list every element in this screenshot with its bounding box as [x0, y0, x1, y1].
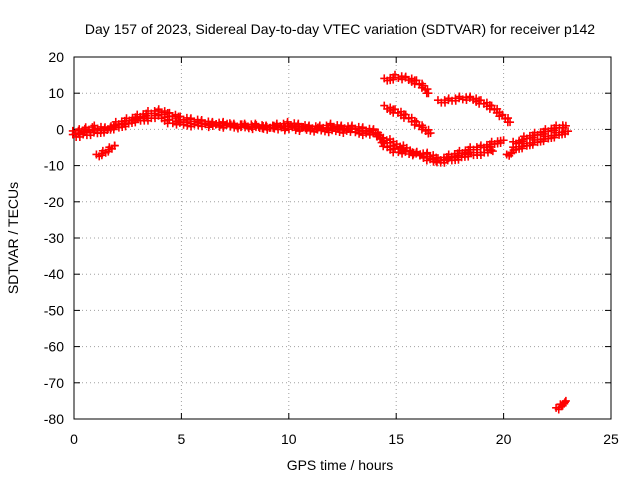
- x-tick-label: 5: [178, 431, 186, 447]
- y-tick-label: -50: [44, 302, 64, 318]
- y-tick-label: -30: [44, 230, 64, 246]
- x-axis: 0 5 10 15 20 25: [70, 57, 619, 447]
- x-tick-label: 10: [281, 431, 297, 447]
- y-tick-label: -60: [44, 339, 64, 355]
- data-marks: [68, 70, 573, 414]
- data-point: [550, 126, 559, 135]
- data-point: [528, 140, 537, 149]
- data-point: [110, 141, 119, 150]
- y-axis-label: SDTVAR / TECUs: [5, 182, 21, 294]
- data-point: [561, 121, 570, 130]
- data-point: [499, 136, 508, 145]
- x-axis-label: GPS time / hours: [287, 457, 394, 473]
- data-point: [426, 129, 435, 138]
- data-point: [518, 144, 527, 153]
- data-point: [539, 137, 548, 146]
- data-point: [412, 76, 421, 85]
- y-tick-label: -80: [44, 411, 64, 427]
- y-tick-label: -20: [44, 194, 64, 210]
- data-point: [561, 396, 570, 405]
- x-tick-label: 20: [496, 431, 512, 447]
- data-point: [539, 129, 548, 138]
- data-point: [564, 127, 573, 136]
- y-tick-label: 20: [48, 49, 64, 65]
- data-point: [550, 133, 559, 142]
- data-point: [424, 89, 433, 98]
- data-point: [418, 81, 427, 90]
- x-tick-label: 0: [70, 431, 78, 447]
- data-point: [412, 117, 421, 126]
- data-point: [389, 75, 398, 84]
- data-point: [487, 146, 496, 155]
- x-tick-label: 15: [388, 431, 404, 447]
- data-point: [488, 147, 497, 156]
- chart-title: Day 157 of 2023, Sidereal Day-to-day VTE…: [85, 21, 595, 37]
- data-point: [131, 118, 140, 127]
- data-point: [498, 110, 507, 119]
- y-tick-label: -40: [44, 266, 64, 282]
- data-point: [401, 110, 410, 119]
- y-tick-label: -70: [44, 375, 64, 391]
- data-point: [506, 118, 515, 127]
- y-tick-label: 10: [48, 85, 64, 101]
- y-axis: 20 10 0 -10 -20 -30 -40 -50 -60 -70 -80: [44, 49, 611, 427]
- data-point: [487, 101, 496, 110]
- x-tick-label: 25: [603, 431, 619, 447]
- data-point: [528, 133, 537, 142]
- y-tick-label: 0: [56, 121, 64, 137]
- y-tick-label: -10: [44, 158, 64, 174]
- data-point: [518, 137, 527, 146]
